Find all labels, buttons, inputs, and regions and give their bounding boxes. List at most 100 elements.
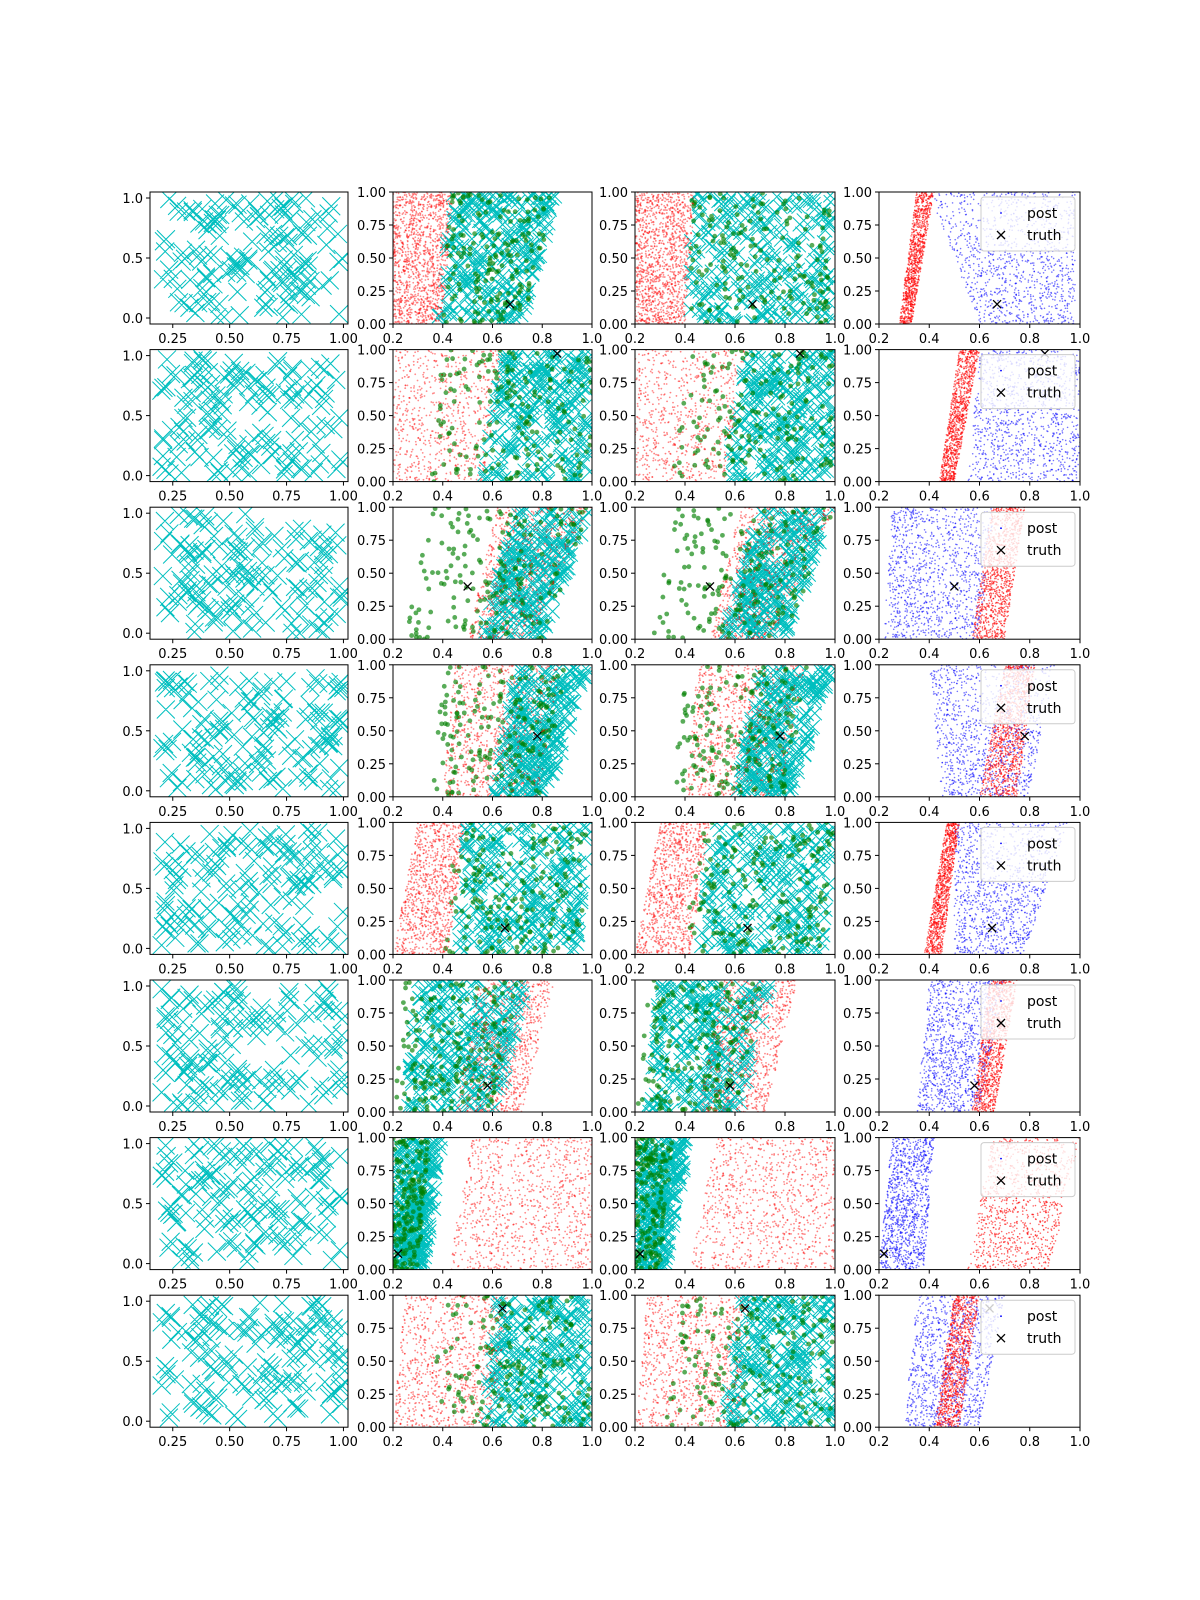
- red-sample-dot: [911, 275, 913, 277]
- red-sample-dot: [638, 243, 641, 246]
- red-sample-dot: [400, 218, 402, 221]
- red-sample-dot: [410, 202, 413, 205]
- red-sample-dot: [672, 243, 675, 246]
- red-sample-dot: [689, 217, 691, 220]
- red-sample-dot: [415, 211, 418, 214]
- post-sample-dot: [1029, 262, 1032, 265]
- red-sample-dot: [410, 220, 413, 222]
- red-sample-dot: [432, 255, 435, 258]
- red-sample-dot: [638, 282, 641, 285]
- post-sample-dot: [980, 272, 983, 275]
- post-sample-dot: [1047, 313, 1049, 315]
- post-sample-dot: [977, 263, 980, 266]
- post-sample-dot: [1070, 316, 1073, 319]
- red-sample-dot: [912, 269, 914, 272]
- red-sample-dot: [674, 276, 676, 278]
- red-sample-dot: [911, 281, 913, 284]
- red-sample-dot: [444, 287, 447, 290]
- red-sample-dot: [654, 280, 657, 283]
- red-sample-dot: [647, 295, 650, 297]
- red-sample-dot: [907, 263, 910, 266]
- red-sample-dot: [657, 321, 660, 324]
- post-sample-dot: [1058, 317, 1060, 320]
- red-sample-dot: [657, 308, 659, 311]
- red-sample-dot: [430, 270, 433, 273]
- red-sample-dot: [924, 225, 926, 228]
- red-sample-dot: [679, 311, 682, 313]
- red-sample-dot: [432, 199, 435, 202]
- post-sample-dot: [991, 303, 993, 305]
- red-sample-dot: [420, 281, 423, 283]
- red-sample-dot: [649, 279, 652, 281]
- green-sample-dot: [495, 309, 501, 315]
- red-sample-dot: [393, 298, 396, 301]
- red-sample-dot: [916, 242, 919, 245]
- red-sample-dot: [442, 295, 445, 298]
- red-sample-dot: [434, 199, 437, 202]
- green-sample-dot: [467, 246, 473, 252]
- red-sample-dot: [652, 247, 655, 250]
- red-sample-dot: [655, 319, 658, 321]
- green-sample-dot: [456, 250, 461, 256]
- post-sample-dot: [992, 253, 995, 255]
- green-sample-dot: [723, 294, 729, 300]
- green-sample-dot: [814, 314, 820, 320]
- red-sample-dot: [911, 318, 913, 320]
- post-sample-dot: [1066, 302, 1069, 305]
- red-sample-dot: [432, 230, 435, 233]
- red-sample-dot: [635, 285, 638, 288]
- posterior-panel: 0.2 0.4 0.6 0.8 1.00.000.250.500.751.00postt…: [843, 186, 1090, 347]
- red-sample-dot: [684, 203, 686, 206]
- red-sample-dot: [667, 281, 669, 284]
- red-sample-dot: [419, 262, 422, 265]
- red-sample-dot: [396, 283, 399, 286]
- red-sample-dot: [683, 319, 686, 322]
- red-sample-dot: [914, 241, 917, 244]
- red-sample-dot: [409, 264, 412, 267]
- post-sample-dot: [1014, 253, 1016, 256]
- red-sample-dot: [416, 242, 418, 245]
- red-sample-dot: [426, 305, 429, 307]
- green-sample-dot: [784, 218, 790, 224]
- red-sample-dot: [670, 302, 673, 305]
- red-sample-dot: [425, 251, 427, 254]
- red-sample-dot: [682, 205, 685, 208]
- red-sample-dot: [654, 205, 657, 208]
- red-sample-dot: [441, 310, 444, 313]
- red-sample-dot: [414, 299, 417, 302]
- post-sample-dot: [991, 275, 994, 277]
- post-sample-dot: [1004, 251, 1006, 253]
- red-sample-dot: [676, 204, 678, 207]
- red-sample-dot: [395, 242, 398, 245]
- red-sample-dot: [913, 280, 915, 282]
- samples-xtick-label: 0.4: [675, 332, 696, 347]
- red-sample-dot: [911, 222, 914, 225]
- red-sample-dot: [422, 318, 425, 321]
- red-sample-dot: [398, 308, 401, 311]
- red-sample-dot: [651, 245, 653, 248]
- red-sample-dot: [636, 288, 638, 291]
- red-sample-dot: [404, 296, 406, 299]
- red-sample-dot: [923, 238, 925, 240]
- red-sample-dot: [643, 231, 646, 234]
- red-sample-dot: [676, 207, 679, 210]
- red-sample-dot: [424, 311, 426, 313]
- red-sample-dot: [667, 252, 670, 255]
- red-sample-dot: [651, 287, 654, 289]
- red-sample-dot: [416, 284, 419, 287]
- post-sample-dot: [959, 247, 962, 250]
- red-sample-dot: [672, 225, 675, 228]
- red-sample-dot: [396, 196, 399, 199]
- post-sample-dot: [1063, 311, 1066, 313]
- post-sample-dot: [994, 321, 997, 324]
- post-sample-dot: [1072, 251, 1075, 254]
- post-sample-dot: [1015, 266, 1018, 268]
- red-sample-dot: [671, 265, 674, 267]
- red-sample-dot: [434, 229, 437, 232]
- red-sample-dot: [913, 233, 915, 236]
- red-sample-dot: [663, 205, 666, 207]
- red-sample-dot: [916, 261, 919, 264]
- red-sample-dot: [421, 286, 424, 289]
- red-sample-dot: [395, 300, 398, 303]
- post-sample-dot: [1047, 283, 1050, 285]
